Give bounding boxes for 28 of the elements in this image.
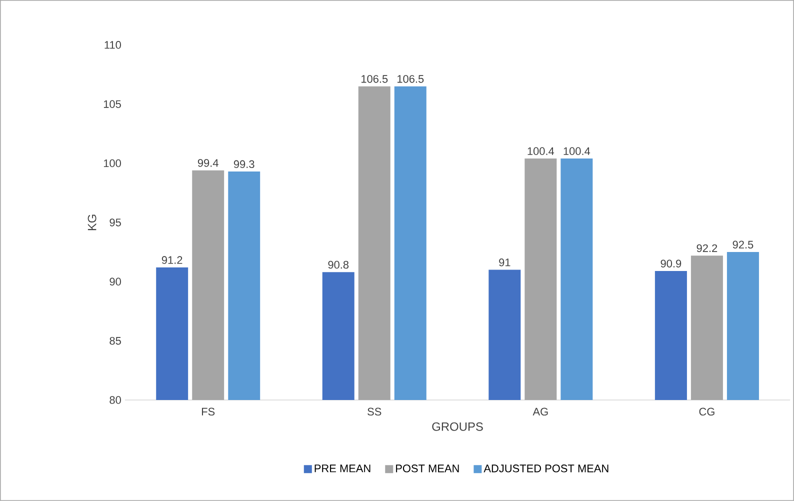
data-label: 91 (499, 258, 510, 266)
y-tick-label: 110 (104, 41, 121, 49)
x-tick-label: AG (532, 408, 548, 416)
data-label: 99.3 (234, 160, 254, 168)
x-axis-title: GROUPS (432, 422, 483, 431)
x-tick-label: SS (368, 408, 382, 416)
x-tick-label: CG (699, 408, 714, 416)
data-label: 90.8 (328, 260, 349, 269)
y-axis-title: KG (88, 214, 96, 230)
y-tick-label: 100 (104, 159, 121, 168)
y-tick-label: 95 (110, 218, 121, 226)
data-label: 91.2 (162, 256, 182, 264)
legend-label: PRE MEAN (314, 464, 370, 472)
data-label: 106.5 (361, 75, 388, 83)
y-tick-label: 90 (110, 278, 121, 286)
y-tick-label: 80 (110, 396, 121, 404)
data-label: 100.4 (564, 147, 590, 156)
data-label: 90.9 (660, 260, 682, 268)
y-tick-label: 105 (104, 100, 121, 108)
x-tick-label: FS (202, 408, 215, 416)
y-tick-label: 85 (110, 336, 121, 345)
data-label: 100.4 (528, 147, 554, 156)
data-label: 92.2 (696, 244, 718, 252)
legend-label: ADJUSTED POST MEAN (484, 464, 608, 472)
legend-label: POST MEAN (396, 464, 459, 472)
data-label: 92.5 (732, 240, 754, 249)
data-label: 99.4 (198, 159, 218, 167)
data-label: 106.5 (397, 75, 424, 83)
